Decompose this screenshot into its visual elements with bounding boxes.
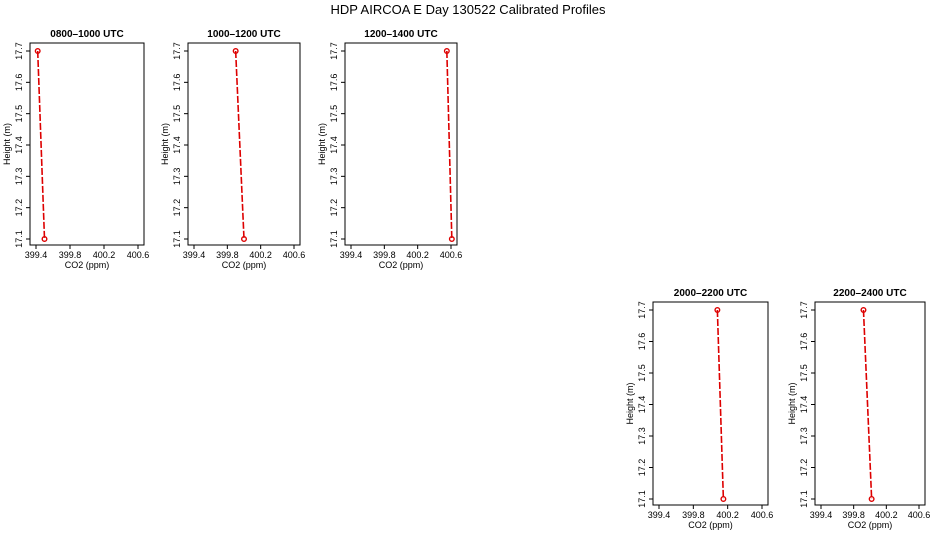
figure-title: HDP AIRCOA E Day 130522 Calibrated Profi… xyxy=(330,2,606,17)
x-tick-label: 400.2 xyxy=(406,250,429,260)
plot-frame xyxy=(814,301,926,506)
x-tick-label: 399.8 xyxy=(682,510,705,520)
panel-3: 1200–1400 UTC 399.4 399.8 400.2 400.6 17.1 17.… xyxy=(317,29,462,270)
x-tick-label: 400.6 xyxy=(127,250,150,260)
x-tick-label: 400.2 xyxy=(249,250,272,260)
x-axis-label: CO2 (ppm) xyxy=(379,260,424,270)
panel-2: 1000–1200 UTC 399.4 399.8 400.2 400.6 17.1 17.… xyxy=(160,29,305,270)
x-axis-label: CO2 (ppm) xyxy=(848,520,893,530)
x-tick-label: 399.8 xyxy=(216,250,239,260)
y-axis-label: Height (m) xyxy=(2,123,12,165)
y-tick-label: 17.5 xyxy=(799,364,809,382)
x-tick-label: 400.6 xyxy=(283,250,306,260)
x-tick-label: 399.4 xyxy=(340,250,363,260)
y-tick-label: 17.3 xyxy=(637,427,647,445)
x-tick-label: 400.6 xyxy=(908,510,931,520)
profile-line xyxy=(716,309,725,500)
x-axis-label: CO2 (ppm) xyxy=(688,520,733,530)
y-tick-label: 17.3 xyxy=(799,427,809,445)
y-tick-label: 17.3 xyxy=(329,168,339,186)
data-point xyxy=(41,235,48,242)
x-axis-label: CO2 (ppm) xyxy=(222,260,267,270)
panel-title: 2000–2200 UTC xyxy=(674,288,747,299)
y-tick-label: 17.7 xyxy=(799,301,809,319)
y-tick-label: 17.6 xyxy=(637,333,647,351)
y-tick-label: 17.1 xyxy=(172,230,182,248)
y-tick-label: 17.1 xyxy=(799,490,809,508)
y-tick-label: 17.2 xyxy=(172,199,182,217)
panel-title: 0800–1000 UTC xyxy=(50,29,123,40)
y-axis-label: Height (m) xyxy=(787,382,797,424)
panels: 0800–1000 UTC 399.4 399.8 400.2 400.6 17.1 17.… xyxy=(2,29,930,530)
y-tick-label: 17.6 xyxy=(172,74,182,92)
profile-line xyxy=(862,309,873,500)
data-point xyxy=(443,48,450,55)
y-tick-label: 17.1 xyxy=(637,490,647,508)
x-tick-label: 399.4 xyxy=(648,510,671,520)
y-axis-label: Height (m) xyxy=(317,123,327,165)
plot-frame xyxy=(344,42,458,246)
x-tick-label: 400.2 xyxy=(93,250,116,260)
x-axis-label: CO2 (ppm) xyxy=(65,260,110,270)
y-tick-label: 17.3 xyxy=(14,168,24,186)
x-tick-label: 400.2 xyxy=(716,510,739,520)
y-tick-label: 17.7 xyxy=(329,42,339,60)
panel-title: 2200–2400 UTC xyxy=(833,288,906,299)
x-tick-label: 399.4 xyxy=(810,510,833,520)
y-tick-label: 17.2 xyxy=(14,199,24,217)
y-tick-label: 17.2 xyxy=(799,459,809,477)
y-tick-label: 17.4 xyxy=(172,136,182,154)
x-tick-label: 399.8 xyxy=(59,250,82,260)
y-tick-label: 17.4 xyxy=(14,136,24,154)
data-point xyxy=(868,496,875,503)
y-tick-label: 17.7 xyxy=(14,42,24,60)
data-point xyxy=(34,48,41,55)
panel-5: 2200–2400 UTC 399.4 399.8 400.2 400.6 17.1 17.… xyxy=(787,288,930,530)
data-point xyxy=(448,235,455,242)
profile-line xyxy=(36,50,46,240)
y-tick-label: 17.5 xyxy=(172,105,182,123)
data-point xyxy=(232,48,239,55)
plot-frame xyxy=(187,42,301,246)
data-point xyxy=(240,235,247,242)
y-tick-label: 17.4 xyxy=(799,396,809,414)
x-tick-label: 399.8 xyxy=(373,250,396,260)
plot-frame xyxy=(652,301,769,506)
y-tick-label: 17.7 xyxy=(172,42,182,60)
x-tick-label: 399.4 xyxy=(183,250,206,260)
y-tick-label: 17.1 xyxy=(14,230,24,248)
data-point xyxy=(860,307,867,314)
y-tick-label: 17.6 xyxy=(14,74,24,92)
y-tick-label: 17.1 xyxy=(329,230,339,248)
y-tick-label: 17.6 xyxy=(799,333,809,351)
panel-title: 1000–1200 UTC xyxy=(207,29,280,40)
plot-frame xyxy=(29,42,145,246)
x-tick-label: 400.6 xyxy=(440,250,463,260)
y-axis-label: Height (m) xyxy=(625,382,635,424)
panel-title: 1200–1400 UTC xyxy=(364,29,437,40)
y-tick-label: 17.4 xyxy=(637,396,647,414)
panel-4: 2000–2200 UTC 399.4 399.8 400.2 400.6 17.1 17.… xyxy=(625,288,773,530)
y-tick-label: 17.5 xyxy=(637,364,647,382)
profile-line xyxy=(446,50,453,240)
y-tick-label: 17.5 xyxy=(329,105,339,123)
y-tick-label: 17.3 xyxy=(172,168,182,186)
data-point xyxy=(720,496,727,503)
x-tick-label: 399.8 xyxy=(842,510,865,520)
x-tick-label: 400.2 xyxy=(875,510,898,520)
y-tick-label: 17.5 xyxy=(14,105,24,123)
y-axis-label: Height (m) xyxy=(160,123,170,165)
y-tick-label: 17.2 xyxy=(637,459,647,477)
y-tick-label: 17.4 xyxy=(329,136,339,154)
y-tick-label: 17.2 xyxy=(329,199,339,217)
x-tick-label: 400.6 xyxy=(751,510,774,520)
y-tick-label: 17.6 xyxy=(329,74,339,92)
y-tick-label: 17.7 xyxy=(637,301,647,319)
panel-1: 0800–1000 UTC 399.4 399.8 400.2 400.6 17.1 17.… xyxy=(2,29,149,270)
x-tick-label: 399.4 xyxy=(25,250,48,260)
data-point xyxy=(714,307,721,314)
profile-line xyxy=(234,50,245,240)
